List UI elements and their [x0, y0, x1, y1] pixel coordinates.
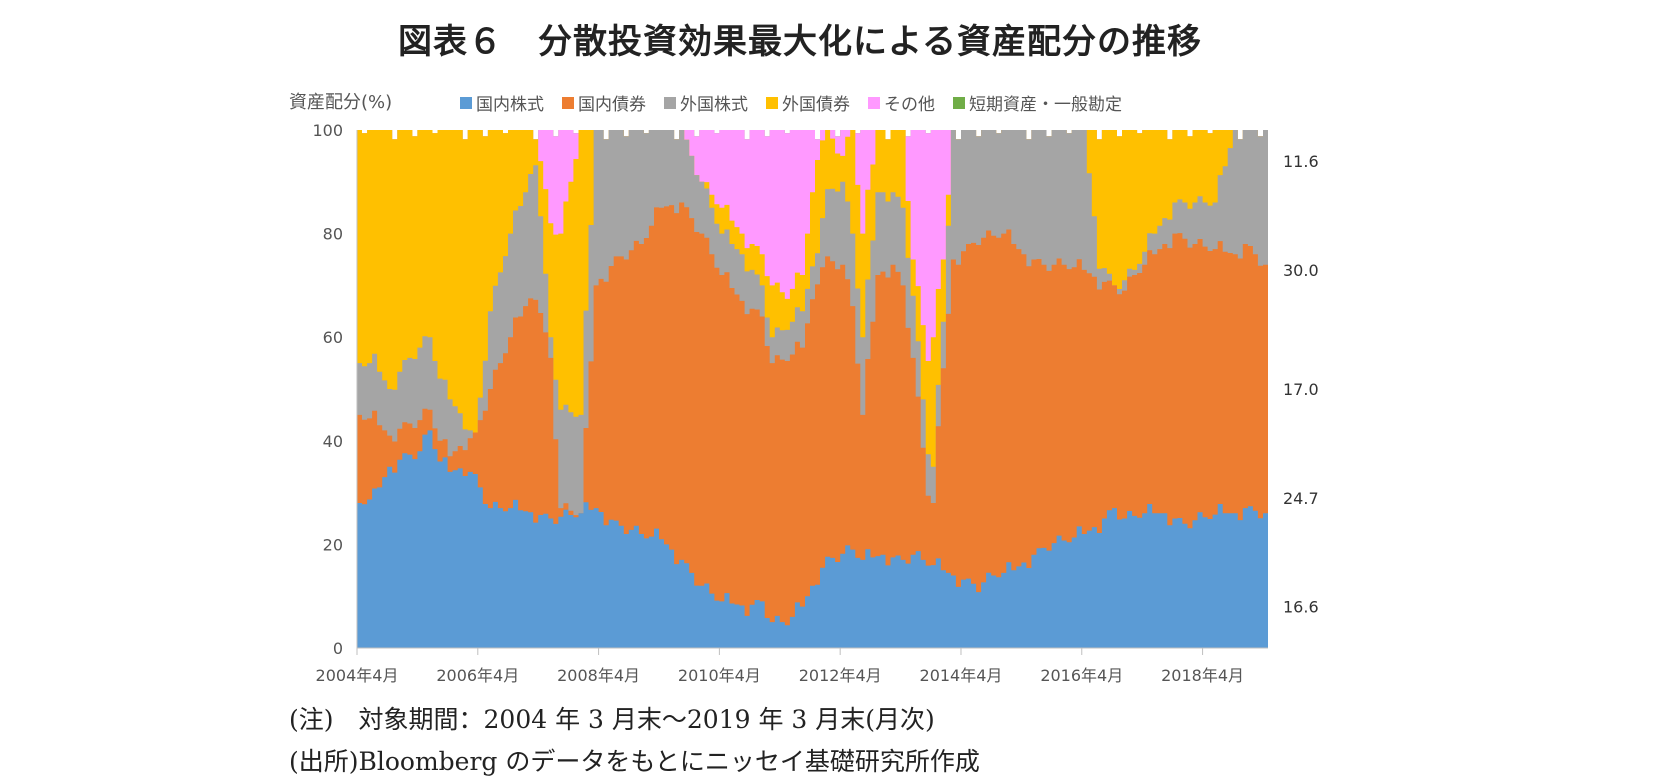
right-value-label: 24.7	[1283, 489, 1319, 508]
legend-label: 短期資産・一般勘定	[969, 95, 1122, 115]
y-tick-label: 80	[323, 225, 343, 244]
legend-item-1: 国内株式	[460, 90, 544, 115]
chart-title: 図表６ 分散投資効果最大化による資産配分の推移	[398, 22, 1202, 62]
legend-item-5: その他	[868, 90, 935, 115]
x-tick-label: 2008年4月	[557, 666, 640, 685]
right-value-label: 30.0	[1283, 261, 1319, 280]
legend-swatch	[664, 96, 676, 109]
legend: 国内株式 国内債券 外国株式 外国債券 その他 短期資産・一般勘定	[460, 90, 1122, 115]
legend-swatch	[460, 96, 472, 109]
y-tick-label: 100	[312, 121, 343, 140]
y-tick-label: 0	[333, 639, 343, 658]
x-tick-label: 2010年4月	[678, 666, 761, 685]
legend-label: 国内株式	[476, 95, 544, 115]
x-tick-label: 2012年4月	[799, 666, 882, 685]
series-area-1	[357, 430, 1268, 648]
x-tick-label: 2016年4月	[1040, 666, 1123, 685]
x-tick-label: 2018年4月	[1161, 666, 1244, 685]
chart-svg: 0 20 40 60 80 100 2004年4月 2006年4月 2008年4月 2010年4月…	[312, 121, 1319, 685]
legend-swatch	[953, 96, 965, 109]
legend-swatch	[562, 96, 574, 109]
legend-label: 外国株式	[680, 95, 748, 115]
x-tick-label: 2006年4月	[436, 666, 519, 685]
legend-item-3: 外国株式	[664, 90, 748, 115]
right-value-label: 17.0	[1283, 380, 1319, 399]
legend-swatch	[766, 96, 778, 109]
legend-swatch	[868, 96, 880, 109]
y-axis-label: 資産配分(%)	[289, 92, 393, 113]
y-tick-label: 40	[323, 432, 343, 451]
right-value-label: 16.6	[1283, 598, 1319, 617]
x-tick-label: 2014年4月	[920, 666, 1003, 685]
legend-item-6: 短期資産・一般勘定	[953, 90, 1122, 115]
x-tick-label: 2004年4月	[316, 666, 399, 685]
legend-label: 国内債券	[578, 95, 646, 115]
note-source: (出所)Bloomberg のデータをもとにニッセイ基礎研究所作成	[289, 747, 980, 776]
y-tick-label: 60	[323, 328, 343, 347]
legend-item-4: 外国債券	[766, 90, 850, 115]
right-value-label: 11.6	[1283, 152, 1319, 171]
legend-item-2: 国内債券	[562, 90, 646, 115]
y-tick-label: 20	[323, 535, 343, 554]
legend-label: その他	[884, 95, 935, 115]
legend-label: 外国債券	[782, 95, 850, 115]
note-period: (注) 対象期間：2004 年 3 月末～2019 年 3 月末(月次)	[289, 705, 935, 734]
